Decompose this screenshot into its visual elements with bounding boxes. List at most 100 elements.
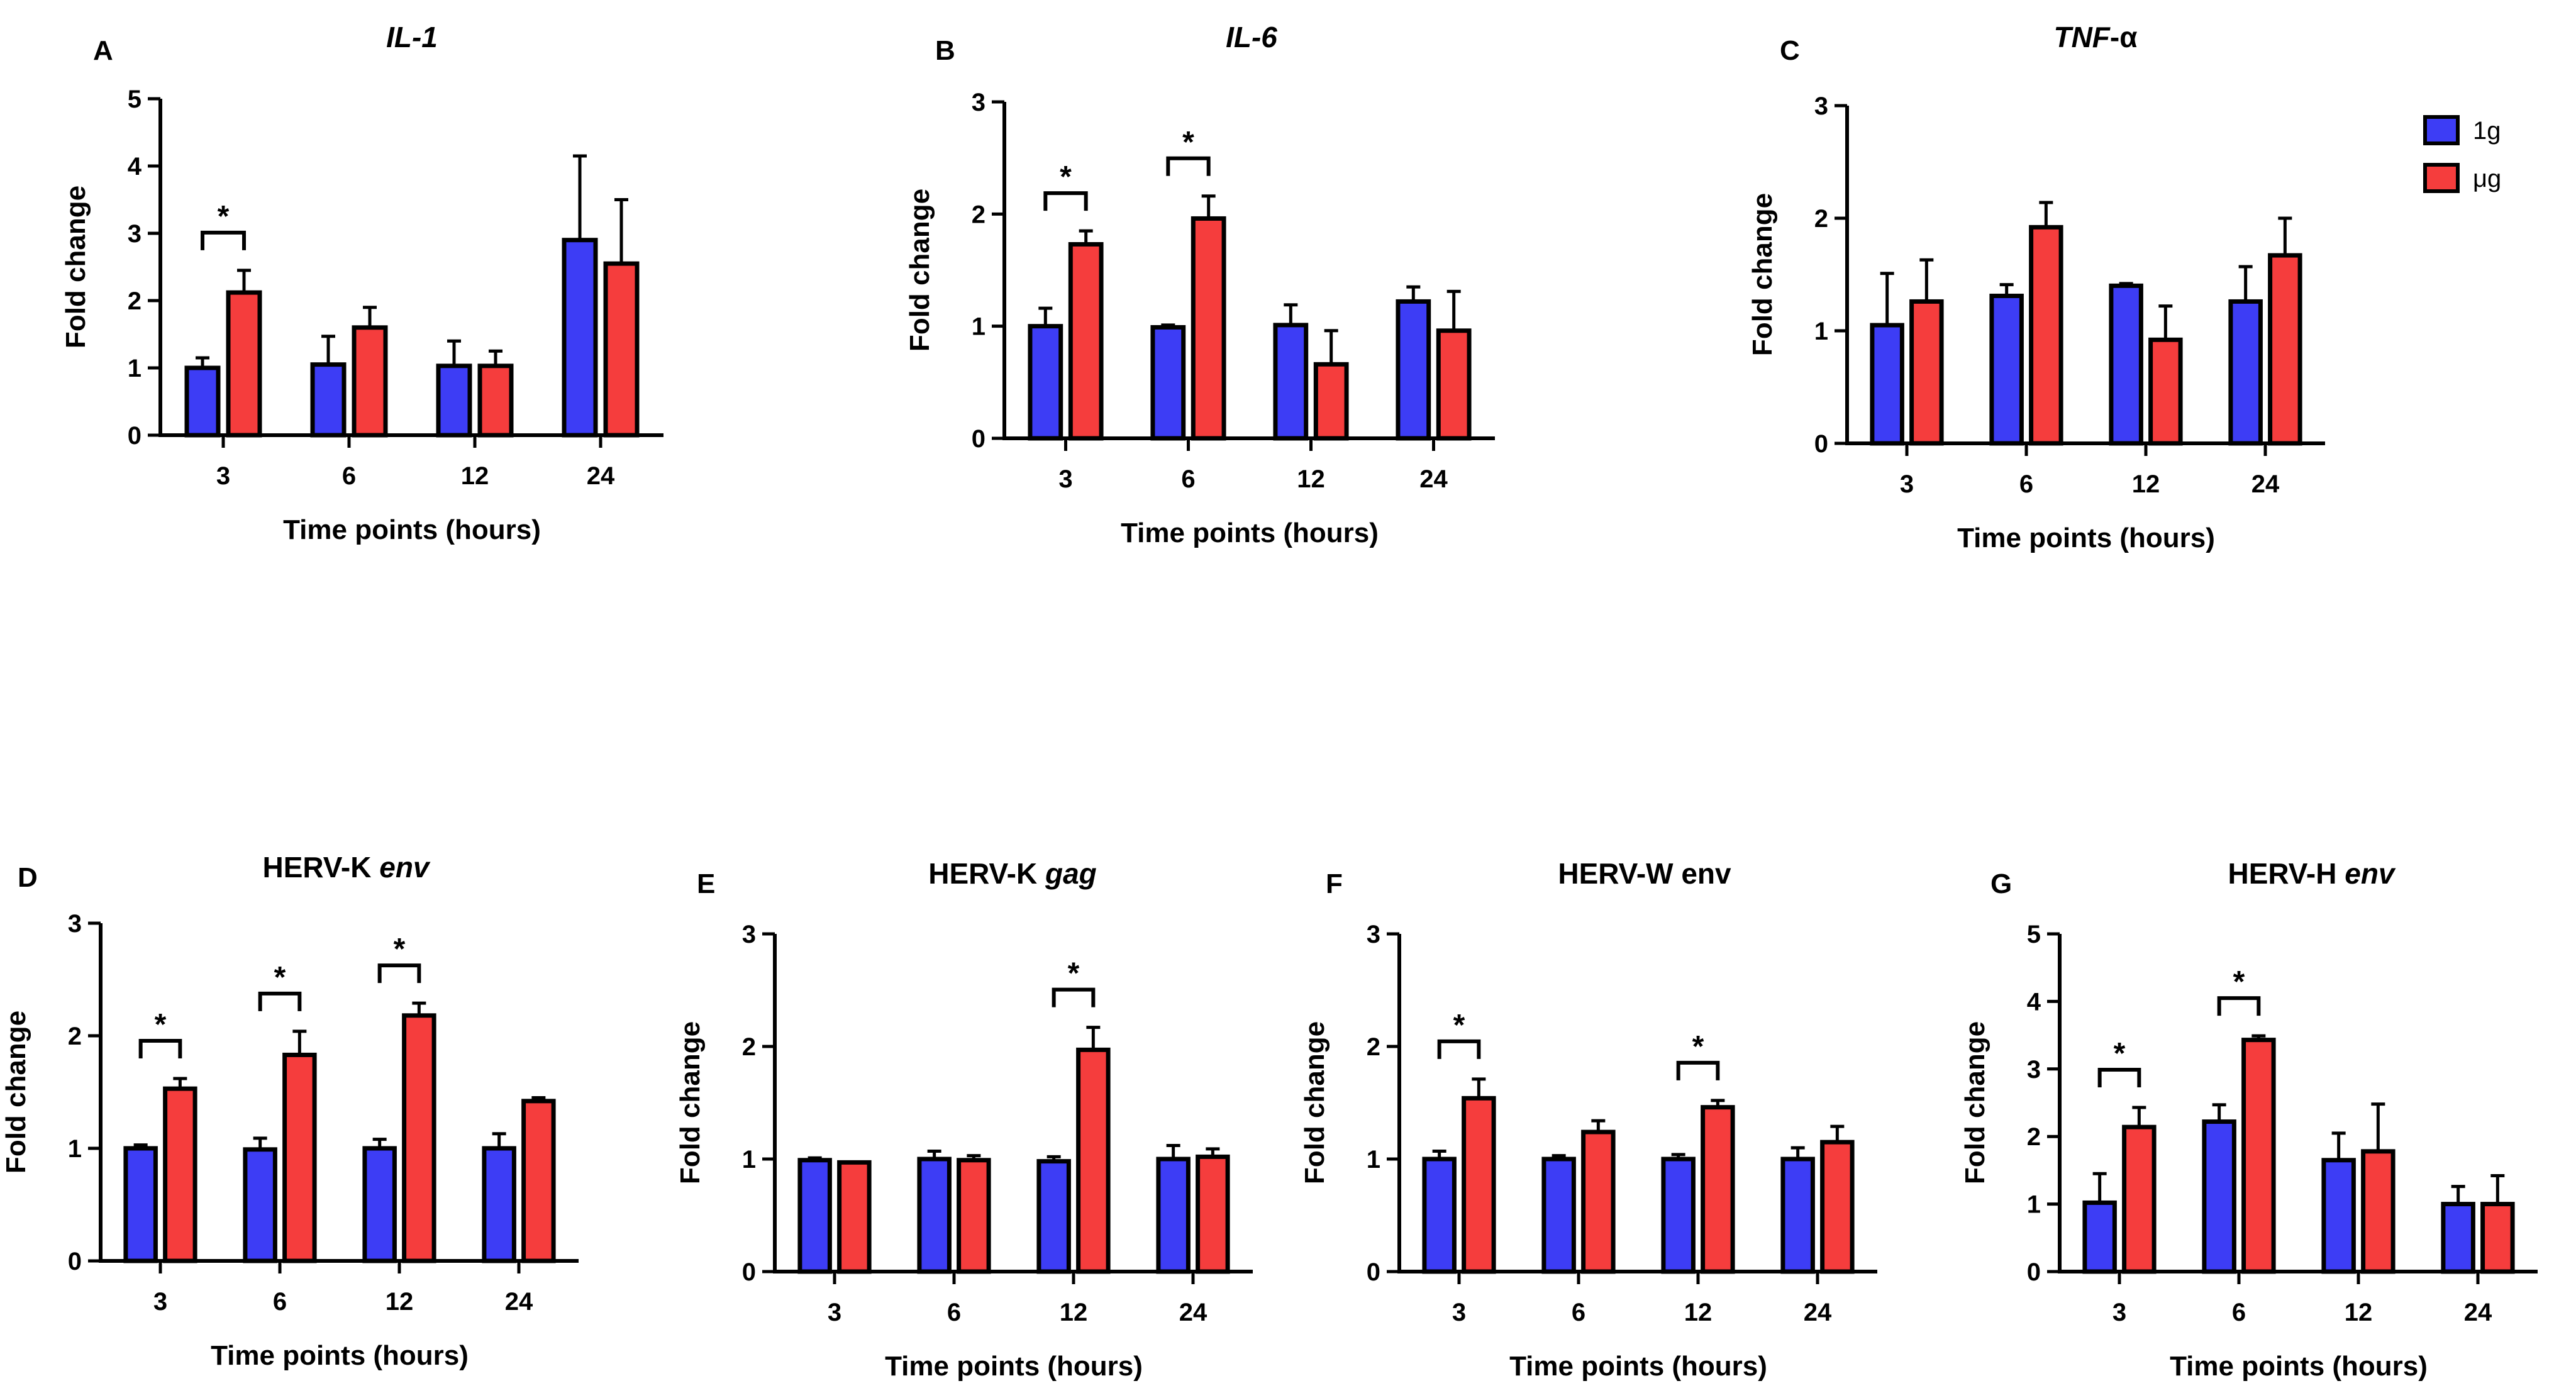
x-tick-label: 24 — [505, 1288, 533, 1316]
x-axis-label: Time points (hours) — [283, 514, 541, 545]
y-tick-label: 2 — [1367, 1033, 1380, 1061]
y-tick-label: 2 — [128, 287, 142, 315]
y-tick-label: 0 — [128, 422, 142, 450]
y-tick-label: 3 — [742, 921, 756, 948]
significance-bracket — [1052, 987, 1096, 1007]
y-tick-label: 3 — [68, 910, 82, 938]
x-tick-label: 6 — [1181, 465, 1195, 493]
significance-star: * — [1692, 1030, 1704, 1063]
y-tick-label: 4 — [128, 153, 142, 180]
bar-ug — [402, 1013, 436, 1263]
x-tick-label: 3 — [1452, 1299, 1466, 1326]
y-axis-label: Fold change — [1, 1011, 31, 1173]
x-axis-label: Time points (hours) — [885, 1351, 1143, 1382]
bar-1g — [2082, 1200, 2117, 1274]
y-axis-label: Fold change — [675, 1021, 706, 1184]
x-tick-label: 3 — [828, 1299, 841, 1326]
bar-1g — [2109, 283, 2143, 446]
bar-ug — [1436, 328, 1472, 441]
bar-1g — [1661, 1157, 1696, 1274]
bar-1g — [482, 1146, 516, 1263]
legend-swatch-ug — [2423, 163, 2460, 193]
bar-1g — [436, 363, 472, 438]
bar-1g — [1541, 1157, 1576, 1274]
significance-bracket — [2097, 1068, 2141, 1088]
y-tick-label: 2 — [2027, 1123, 2041, 1151]
bar-1g — [1156, 1157, 1191, 1274]
x-tick-label: 24 — [1179, 1299, 1208, 1326]
y-tick-label: 0 — [1814, 430, 1828, 458]
x-axis-label: Time points (hours) — [211, 1340, 469, 1371]
y-tick-label: 3 — [1367, 921, 1380, 948]
bar-ug — [1076, 1047, 1111, 1274]
bar-ug — [1191, 216, 1226, 441]
bar-1g — [1396, 299, 1431, 441]
x-axis-label: Time points (hours) — [1121, 518, 1379, 548]
significance-bracket — [2217, 996, 2261, 1016]
bar-ug — [1068, 241, 1104, 441]
y-axis-label: Fold change — [1747, 193, 1778, 356]
significance-star: * — [1453, 1009, 1465, 1042]
bar-1g — [243, 1147, 277, 1263]
chart-title: IL-1 — [386, 21, 438, 53]
x-tick-label: 6 — [1572, 1299, 1585, 1326]
significance-star: * — [1060, 160, 1072, 194]
bar-ug — [2480, 1202, 2515, 1274]
bar-1g — [123, 1146, 158, 1263]
y-tick-label: 1 — [1367, 1146, 1380, 1173]
significance-bracket — [1437, 1039, 1481, 1059]
y-tick-label: 5 — [128, 86, 142, 113]
x-tick-label: 6 — [947, 1299, 961, 1326]
significance-bracket — [138, 1039, 182, 1059]
x-tick-label: 24 — [2251, 470, 2280, 498]
y-tick-label: 3 — [128, 220, 142, 248]
y-tick-label: 1 — [128, 355, 142, 382]
significance-bracket — [258, 991, 302, 1011]
bar-1g — [1780, 1157, 1815, 1274]
bar-ug — [957, 1158, 991, 1274]
y-tick-label: 1 — [742, 1146, 756, 1173]
bar-1g — [1422, 1157, 1457, 1274]
chart-title-part: IL-1 — [386, 21, 438, 53]
bar-ug — [603, 261, 640, 438]
panel-letter: B — [935, 35, 955, 66]
chart-title-part: env — [379, 851, 431, 884]
x-tick-label: 3 — [216, 462, 230, 490]
bar-ug — [2122, 1124, 2157, 1274]
chart-title: HERV-K env — [262, 851, 430, 884]
bar-ug — [1462, 1096, 1496, 1274]
y-tick-label: 0 — [68, 1248, 82, 1275]
significance-star: * — [218, 200, 230, 233]
x-tick-label: 6 — [2232, 1299, 2246, 1326]
y-axis-label: Fold change — [60, 186, 91, 348]
y-tick-label: 1 — [68, 1135, 82, 1163]
significance-star: * — [2114, 1037, 2126, 1070]
bar-1g — [1150, 325, 1186, 441]
chart-title: HERV-W env — [1558, 857, 1731, 890]
y-tick-label: 0 — [1367, 1258, 1380, 1286]
x-tick-label: 12 — [2345, 1299, 2373, 1326]
bar-ug — [1581, 1129, 1616, 1274]
x-axis-label: Time points (hours) — [1509, 1351, 1767, 1382]
y-tick-label: 3 — [972, 89, 985, 116]
y-tick-label: 5 — [2027, 921, 2041, 948]
x-tick-label: 12 — [1060, 1299, 1088, 1326]
bar-ug — [477, 363, 514, 438]
chart-title-part: HERV-K — [262, 851, 379, 884]
chart-title-part: TNF — [2053, 21, 2111, 53]
bar-ug — [282, 1052, 317, 1263]
panel-letter: E — [697, 868, 715, 899]
y-axis-label: Fold change — [904, 189, 935, 352]
bar-1g — [362, 1146, 397, 1263]
y-tick-label: 1 — [2027, 1191, 2041, 1219]
bar-1g — [184, 365, 221, 438]
bar-1g — [2228, 299, 2263, 446]
x-tick-label: 12 — [386, 1288, 414, 1316]
significance-star: * — [1182, 126, 1194, 159]
x-axis-label: Time points (hours) — [2170, 1351, 2428, 1382]
significance-bracket — [1043, 191, 1088, 211]
